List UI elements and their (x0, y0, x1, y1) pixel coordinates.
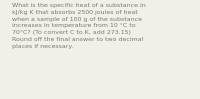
Text: What is the specific heat of a substance in
kJ/kg K that absorbs 2500 joules of : What is the specific heat of a substance… (12, 3, 146, 49)
